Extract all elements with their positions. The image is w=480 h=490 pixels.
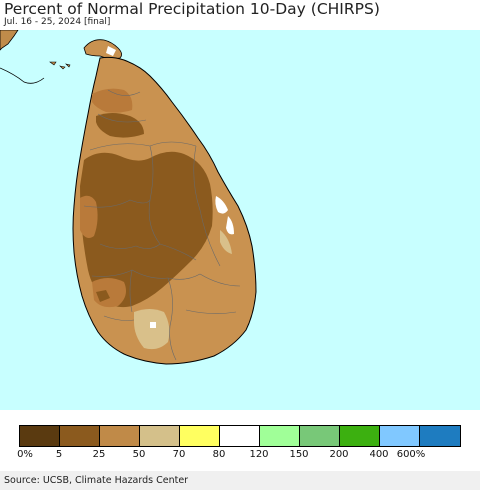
legend-colorbar bbox=[19, 425, 461, 447]
east-coast-normal-2 bbox=[226, 216, 234, 235]
source-credit: Source: UCSB, Climate Hazards Center bbox=[4, 475, 189, 486]
jaffna-wet-patch bbox=[106, 46, 116, 56]
precipitation-map bbox=[0, 30, 480, 410]
legend-tick-label: 150 bbox=[289, 449, 309, 460]
legend-swatch bbox=[260, 426, 300, 446]
map-title: Percent of Normal Precipitation 10-Day (… bbox=[4, 0, 380, 18]
footer-bar bbox=[0, 471, 480, 490]
legend-swatch bbox=[380, 426, 420, 446]
southwest-very-dry-patch bbox=[96, 290, 110, 302]
legend-tick-label: 80 bbox=[212, 449, 226, 460]
map-canvas bbox=[0, 30, 480, 410]
legend-swatch bbox=[300, 426, 340, 446]
south-normal-patch bbox=[150, 322, 156, 328]
legend-swatch bbox=[340, 426, 380, 446]
central-very-dry-zone bbox=[80, 151, 213, 308]
legend-tick-label: 5 bbox=[55, 449, 63, 460]
south-near-normal-zone bbox=[134, 309, 170, 350]
legend-swatch bbox=[140, 426, 180, 446]
india-landmass bbox=[0, 30, 19, 51]
east-coast-normal bbox=[215, 196, 228, 214]
west-dry-zone bbox=[80, 195, 98, 238]
legend-tick-label: 200 bbox=[329, 449, 349, 460]
legend-tick-label: 70 bbox=[172, 449, 186, 460]
legend-labels: 0% 5 25 50 70 80 120 150 200 400 600% bbox=[0, 449, 480, 461]
legend-swatch bbox=[100, 426, 140, 446]
north-dry-zone bbox=[92, 88, 133, 113]
legend-tick-label: 0% bbox=[17, 449, 33, 460]
legend-swatch bbox=[60, 426, 100, 446]
legend-tick-label: 120 bbox=[249, 449, 269, 460]
legend-tick-label: 25 bbox=[92, 449, 106, 460]
district-boundaries bbox=[83, 89, 241, 361]
legend-swatch bbox=[220, 426, 260, 446]
east-coast-near-normal bbox=[220, 230, 232, 254]
legend-tick-label: 400 bbox=[369, 449, 389, 460]
legend-tick-label: 600% bbox=[396, 449, 426, 460]
adams-bridge-islands bbox=[49, 61, 71, 70]
india-coast-line bbox=[0, 67, 45, 84]
legend-swatch bbox=[20, 426, 60, 446]
legend-swatch bbox=[420, 426, 460, 446]
legend-tick-label: 50 bbox=[132, 449, 146, 460]
legend-swatch bbox=[180, 426, 220, 446]
map-date-range: Jul. 16 - 25, 2024 [final] bbox=[4, 17, 111, 27]
